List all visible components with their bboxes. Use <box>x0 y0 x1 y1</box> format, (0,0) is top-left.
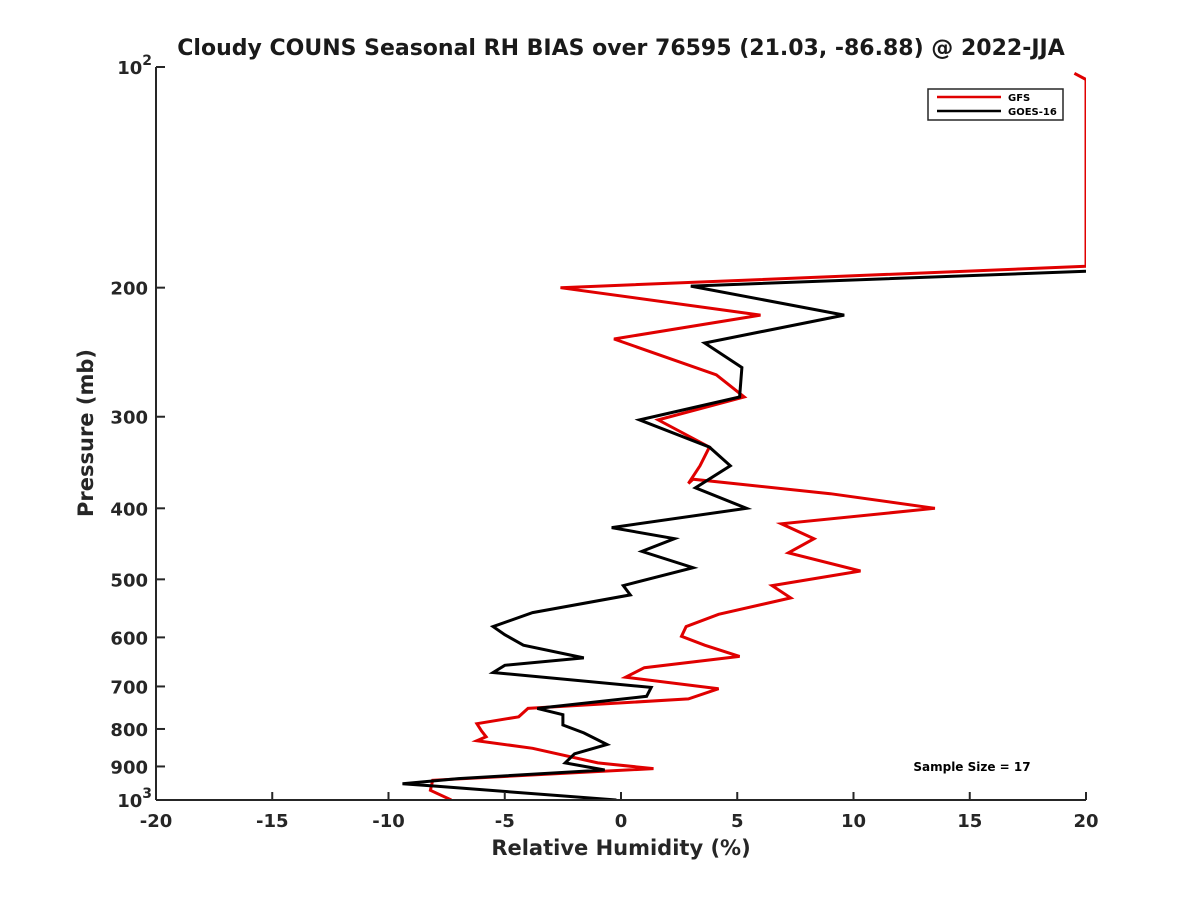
y-tick-label: 900 <box>110 757 148 778</box>
series-group <box>402 71 1086 800</box>
y-tick-label: 103 <box>117 786 152 812</box>
y-tick-label: 600 <box>110 628 148 649</box>
x-tick-label: -15 <box>256 811 289 832</box>
y-axis-label: Pressure (mb) <box>74 349 98 517</box>
legend-label-goes16: GOES-16 <box>1008 107 1057 118</box>
y-tick-label: 400 <box>110 499 148 520</box>
series-line-goes16 <box>402 269 1086 800</box>
x-tick-label: 20 <box>1073 811 1098 832</box>
x-tick-label: 0 <box>615 811 628 832</box>
y-tick-label: 500 <box>110 570 148 591</box>
sample-size-annotation: Sample Size = 17 <box>913 760 1030 774</box>
x-tick-label: 5 <box>731 811 744 832</box>
x-tick-label: -20 <box>140 811 173 832</box>
x-tick-group: -20 -15 -10 -5 0 5 10 15 20 <box>140 792 1099 832</box>
y-tick-label: 102 <box>117 53 152 79</box>
chart-title: Cloudy COUNS Seasonal RH BIAS over 76595… <box>177 36 1064 61</box>
legend-label-gfs: GFS <box>1008 93 1030 104</box>
x-tick-label: -10 <box>372 811 405 832</box>
y-tick-label: 800 <box>110 720 148 741</box>
x-tick-label: 10 <box>841 811 866 832</box>
legend-box <box>927 88 1064 121</box>
x-tick-label: -5 <box>495 811 515 832</box>
legend: GFS GOES-16 <box>927 88 1064 121</box>
y-tick-label: 200 <box>110 279 148 300</box>
x-axis-label: Relative Humidity (%) <box>491 836 750 860</box>
y-tick-label: 700 <box>110 677 148 698</box>
y-tick-group: 102 200 300 400 500 600 700 800 900 103 <box>110 53 165 812</box>
y-tick-label: 300 <box>110 408 148 429</box>
x-tick-label: 15 <box>957 811 982 832</box>
